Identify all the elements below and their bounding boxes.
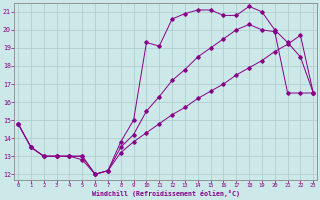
X-axis label: Windchill (Refroidissement éolien,°C): Windchill (Refroidissement éolien,°C) [92,190,240,197]
